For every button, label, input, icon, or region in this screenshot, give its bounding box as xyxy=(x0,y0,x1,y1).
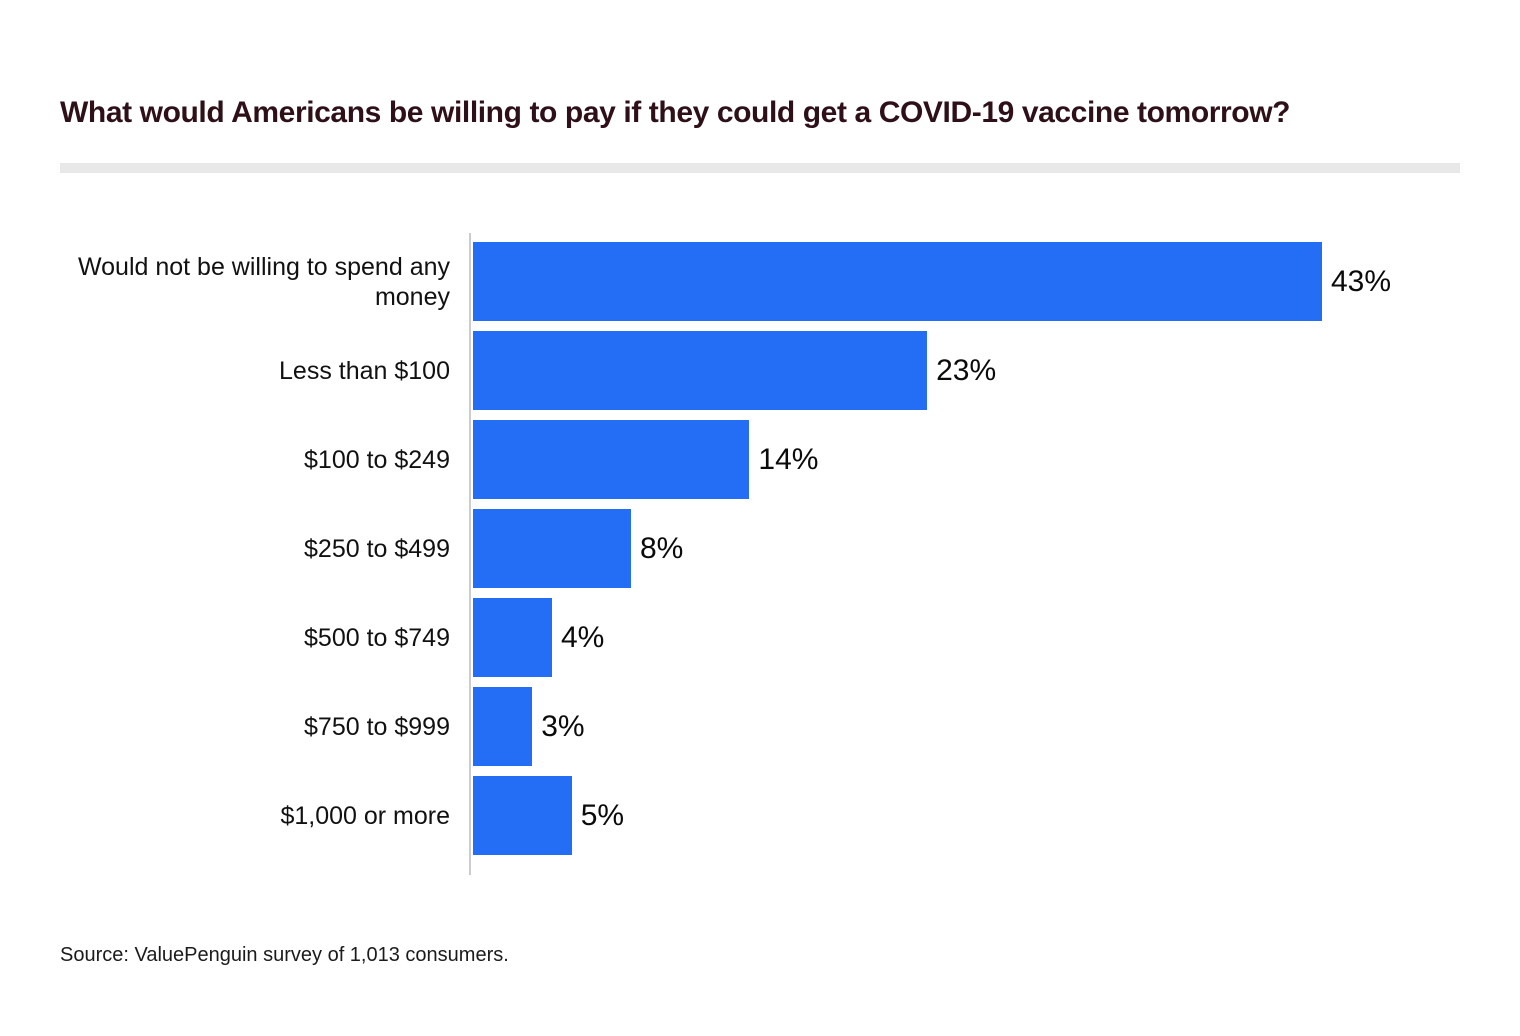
bar-row: Would not be willing to spend any money 4… xyxy=(0,242,1520,321)
bar xyxy=(473,331,928,410)
bar xyxy=(473,687,533,766)
value-label: 23% xyxy=(936,353,997,387)
bar-row: $750 to $999 3% xyxy=(0,687,1520,766)
bar-chart: Would not be willing to spend any money 4… xyxy=(0,242,1520,856)
bar xyxy=(473,598,552,677)
value-label: 14% xyxy=(758,442,819,476)
value-label: 43% xyxy=(1331,264,1392,298)
bar xyxy=(473,420,750,499)
page-title: What would Americans be willing to pay i… xyxy=(60,96,1291,129)
title-divider xyxy=(60,163,1460,173)
bar xyxy=(473,776,572,855)
category-label: Less than $100 xyxy=(279,356,450,385)
bar-row: $500 to $749 4% xyxy=(0,598,1520,677)
category-label: $500 to $749 xyxy=(304,623,450,652)
bar xyxy=(473,242,1322,321)
category-label: $100 to $249 xyxy=(304,445,450,474)
value-label: 5% xyxy=(580,798,625,832)
value-label: 4% xyxy=(560,620,605,654)
chart-axis-line xyxy=(469,233,471,875)
bar-row: Less than $100 23% xyxy=(0,331,1520,410)
bar-row: $1,000 or more 5% xyxy=(0,776,1520,855)
bar-row: $250 to $499 8% xyxy=(0,509,1520,588)
value-label: 8% xyxy=(639,531,684,565)
bar xyxy=(473,509,631,588)
source-text: Source: ValuePenguin survey of 1,013 con… xyxy=(60,944,509,966)
category-label: $750 to $999 xyxy=(304,712,450,741)
value-label: 3% xyxy=(541,709,585,743)
category-label: $250 to $499 xyxy=(304,534,450,563)
bar-row: $100 to $249 14% xyxy=(0,420,1520,499)
category-label: Would not be willing to spend any money xyxy=(78,252,450,311)
category-label: $1,000 or more xyxy=(280,801,450,830)
